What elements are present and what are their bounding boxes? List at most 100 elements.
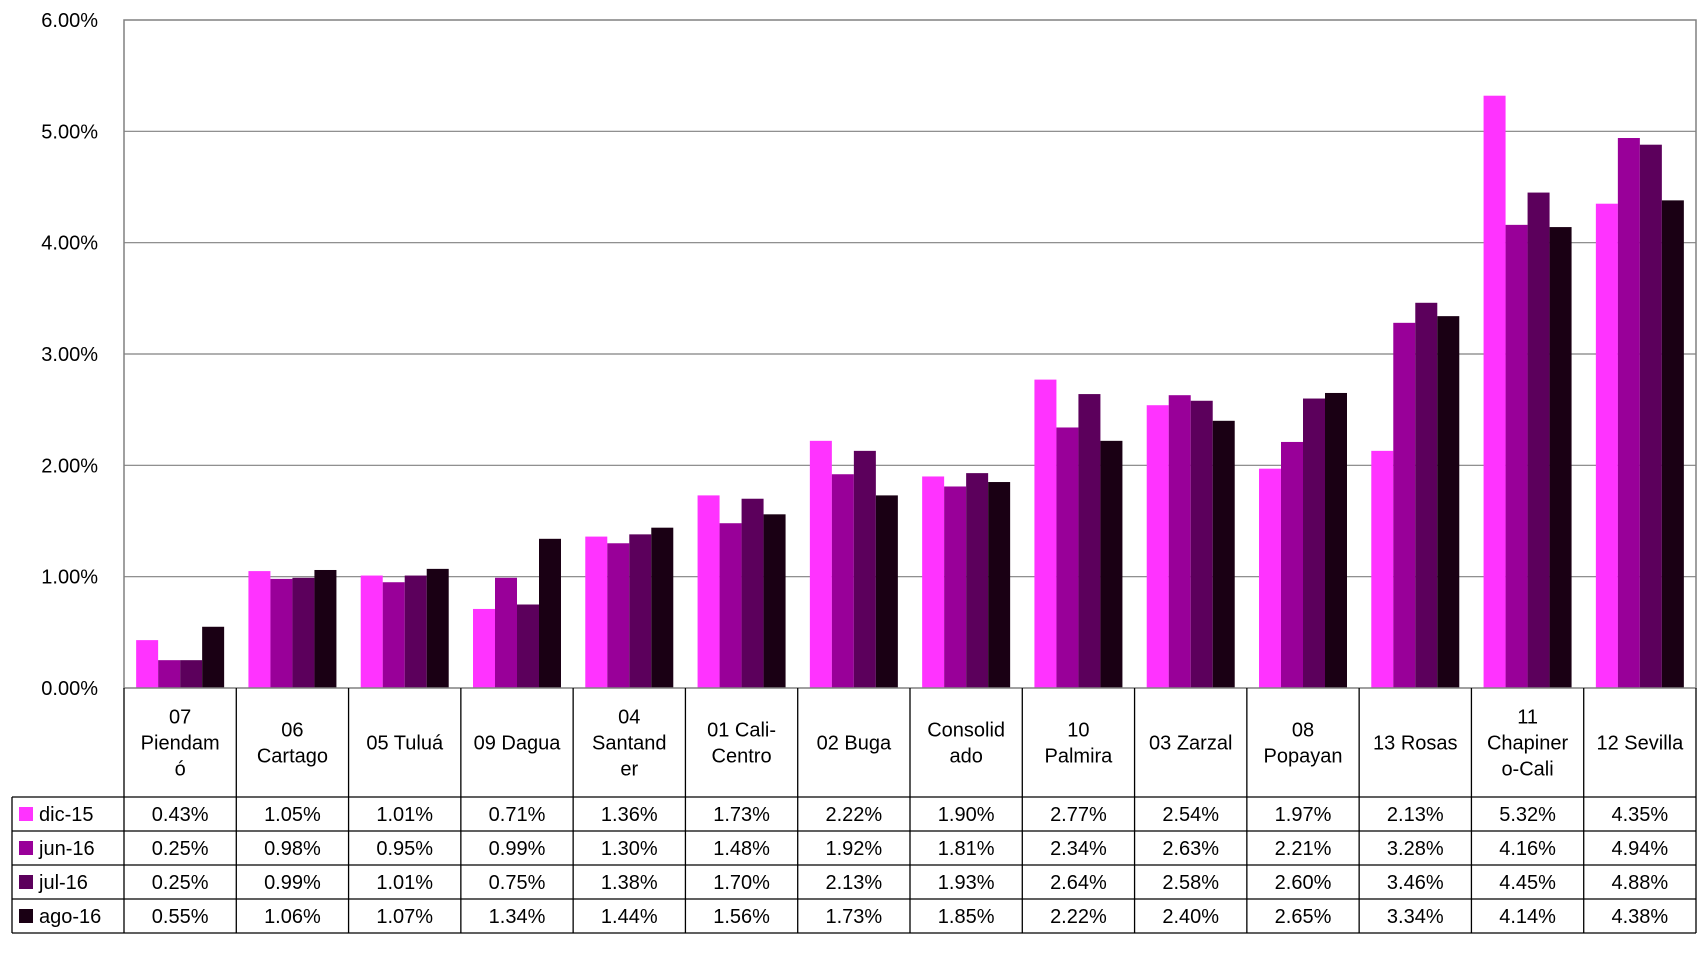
data-label: 1.06% xyxy=(264,906,321,928)
data-label: 1.48% xyxy=(713,838,770,860)
data-label: 0.25% xyxy=(152,838,209,860)
bar-dic-15 xyxy=(922,476,945,688)
data-label: 1.01% xyxy=(376,804,433,826)
bar-ago-16 xyxy=(426,568,449,688)
category-label: 09 Dagua xyxy=(474,733,562,755)
data-label: 1.34% xyxy=(489,906,546,928)
data-label: 4.88% xyxy=(1611,872,1668,894)
bar-dic-15 xyxy=(1371,450,1394,688)
y-tick-label: 6.00% xyxy=(41,10,98,32)
bar-jun-16 xyxy=(1617,138,1640,689)
bar-dic-15 xyxy=(809,440,832,688)
data-label: 0.43% xyxy=(152,804,209,826)
category-label: 03 Zarzal xyxy=(1149,733,1232,755)
bar-jun-16 xyxy=(1393,322,1416,688)
bar-dic-15 xyxy=(1595,203,1618,688)
bar-dic-15 xyxy=(360,575,383,688)
bar-jul-16 xyxy=(292,577,315,688)
data-label: 4.38% xyxy=(1611,906,1668,928)
data-label: 2.40% xyxy=(1162,906,1219,928)
data-label: 4.94% xyxy=(1611,838,1668,860)
data-label: 2.22% xyxy=(1050,906,1107,928)
legend-label: jul-16 xyxy=(38,872,88,894)
category-label-line: 06 xyxy=(281,720,303,742)
bar-jun-16 xyxy=(607,543,630,688)
data-label: 3.34% xyxy=(1387,906,1444,928)
category-label: Consolid ado xyxy=(927,720,1005,768)
category-label-line: ó xyxy=(175,759,186,781)
category-label-line: 03 Zarzal xyxy=(1149,733,1232,755)
y-tick-label: 5.00% xyxy=(41,121,98,143)
bar-ago-16 xyxy=(1212,420,1235,688)
category-label-line: Consolid xyxy=(927,720,1005,742)
category-label: 02 Buga xyxy=(817,733,892,755)
data-table: 07 Piendam ó 06 Cartago 05 Tuluá 09 Dagua 04 San… xyxy=(11,688,1697,934)
y-tick-label: 0.00% xyxy=(41,678,98,700)
bar-ago-16 xyxy=(539,538,561,688)
bar-jun-16 xyxy=(1056,427,1079,688)
bar-jun-16 xyxy=(1168,395,1191,688)
category-label: 08 Popayan xyxy=(1264,720,1343,768)
bar-dic-15 xyxy=(473,608,495,688)
bar-dic-15 xyxy=(697,495,720,688)
data-label: 4.14% xyxy=(1499,906,1556,928)
bar-jul-16 xyxy=(1078,394,1101,688)
data-label: 1.73% xyxy=(713,804,770,826)
bar-ago-16 xyxy=(988,482,1011,688)
bar-jun-16 xyxy=(719,523,742,688)
data-label: 0.98% xyxy=(264,838,321,860)
category-label-line: 09 Dagua xyxy=(474,733,562,755)
data-label: 3.46% xyxy=(1387,872,1444,894)
bar-jun-16 xyxy=(158,660,181,688)
category-label-line: Popayan xyxy=(1264,746,1343,768)
category-label: 11 Chapiner o-Cali xyxy=(1487,707,1569,781)
data-label: 1.38% xyxy=(601,872,658,894)
category-label-line: Cartago xyxy=(257,746,328,768)
bar-jul-16 xyxy=(1303,398,1325,688)
bar-dic-15 xyxy=(1146,405,1169,688)
bar-jun-16 xyxy=(944,486,967,688)
data-label: 1.73% xyxy=(825,906,882,928)
bar-ago-16 xyxy=(1437,316,1460,688)
data-label: 0.99% xyxy=(489,838,546,860)
bar-dic-15 xyxy=(248,571,271,688)
bars xyxy=(136,95,1684,689)
data-label: 1.05% xyxy=(264,804,321,826)
legend-swatch-jun-16 xyxy=(19,841,33,855)
bar-ago-16 xyxy=(1100,440,1123,688)
bar-ago-16 xyxy=(1661,200,1684,689)
data-label: 2.58% xyxy=(1162,872,1219,894)
legend-label: dic-15 xyxy=(39,804,93,826)
data-label: 1.01% xyxy=(376,872,433,894)
data-label: 1.70% xyxy=(713,872,770,894)
data-label: 0.55% xyxy=(152,906,209,928)
bar-dic-15 xyxy=(1034,379,1057,688)
bar-jul-16 xyxy=(180,660,203,688)
category-label-line: 07 xyxy=(169,707,191,729)
category-label: 13 Rosas xyxy=(1373,733,1458,755)
category-label-line: Piendam xyxy=(141,733,220,755)
data-label: 0.71% xyxy=(489,804,546,826)
data-label: 1.07% xyxy=(376,906,433,928)
bar-ago-16 xyxy=(651,527,674,688)
data-label: 1.90% xyxy=(938,804,995,826)
data-label: 2.64% xyxy=(1050,872,1107,894)
data-label: 1.85% xyxy=(938,906,995,928)
data-label: 3.28% xyxy=(1387,838,1444,860)
y-tick-label: 3.00% xyxy=(41,344,98,366)
bar-jun-16 xyxy=(382,582,405,688)
y-tick-label: 4.00% xyxy=(41,233,98,255)
category-label-line: o-Cali xyxy=(1501,759,1553,781)
data-label: 1.97% xyxy=(1275,804,1332,826)
data-label: 2.22% xyxy=(825,804,882,826)
category-label-line: 13 Rosas xyxy=(1373,733,1458,755)
bar-jun-16 xyxy=(831,474,854,688)
category-label-line: 10 xyxy=(1067,720,1089,742)
legend-swatch-ago-16 xyxy=(19,909,33,923)
bar-ago-16 xyxy=(875,495,898,688)
bar-jul-16 xyxy=(853,450,876,688)
category-label-line: 08 xyxy=(1292,720,1314,742)
category-label-line: Centro xyxy=(712,746,772,768)
data-label: 0.75% xyxy=(489,872,546,894)
category-label-line: 02 Buga xyxy=(817,733,892,755)
